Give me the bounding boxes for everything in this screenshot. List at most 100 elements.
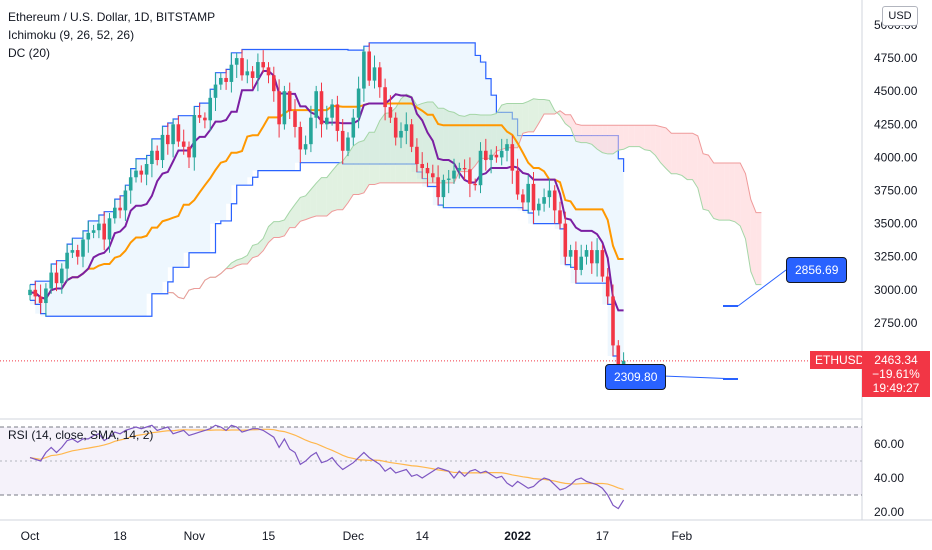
candle-body: [97, 223, 101, 231]
upper-price-callout[interactable]: 2856.69: [786, 257, 848, 283]
ichimoku-legend[interactable]: Ichimoku (9, 26, 52, 26): [8, 28, 135, 42]
ichimoku-cloud-segment: [358, 140, 364, 195]
ichimoku-cloud-segment: [316, 177, 322, 216]
ichimoku-cloud-segment: [406, 94, 412, 183]
ichimoku-cloud-segment: [395, 98, 401, 183]
candle-body: [388, 107, 393, 118]
candle-body: [330, 104, 334, 118]
ichimoku-cloud-segment: [607, 125, 613, 154]
price-tick-label: 4000.00: [874, 150, 918, 164]
candle-body: [510, 144, 515, 171]
candle-body: [420, 164, 424, 168]
candle-body: [383, 87, 387, 108]
candle-body: [240, 58, 244, 76]
ichimoku-cloud-segment: [618, 125, 624, 151]
upper-callout-marker: [723, 305, 738, 307]
ichimoku-cloud-segment: [581, 125, 587, 143]
ichimoku-cloud-segment: [353, 142, 359, 195]
time-tick-label: Oct: [21, 529, 40, 543]
ichimoku-cloud-segment: [655, 125, 661, 163]
time-tick-label: Dec: [343, 529, 364, 543]
currency-button[interactable]: USD: [882, 6, 918, 26]
ichimoku-cloud-segment: [676, 133, 682, 176]
candle-body: [547, 190, 552, 198]
ichimoku-cloud-segment: [438, 108, 444, 183]
ichimoku-cloud-segment: [379, 113, 386, 183]
candle-body: [171, 124, 175, 145]
ichimoku-cloud-segment: [719, 163, 725, 221]
candle-body: [446, 178, 451, 180]
ichimoku-cloud-segment: [459, 115, 465, 172]
candle-body: [605, 276, 610, 297]
candle-body: [123, 190, 128, 211]
rsi-tick-label: 20.00: [874, 505, 904, 519]
candle-body: [314, 91, 318, 118]
candle-body: [499, 150, 504, 158]
ichimoku-cloud-segment: [427, 101, 433, 183]
candle-body: [256, 62, 260, 78]
candle-body: [558, 210, 562, 224]
candle-body: [563, 223, 568, 257]
rsi-legend[interactable]: RSI (14, close, SMA, 14, 2): [8, 428, 154, 442]
candle-body: [197, 115, 202, 118]
candle-body: [309, 117, 313, 145]
candle-body: [452, 170, 456, 179]
candle-body: [616, 345, 621, 370]
ichimoku-cloud-segment: [586, 125, 592, 145]
candle-body: [160, 134, 165, 161]
ichimoku-cloud-segment: [501, 103, 507, 150]
candle-body: [118, 207, 122, 211]
candle-body: [229, 64, 234, 82]
ichimoku-cloud-segment: [300, 195, 306, 222]
candle-body: [526, 183, 530, 203]
ichimoku-cloud-segment: [729, 163, 735, 222]
price-tick-label: 4250.00: [874, 117, 918, 131]
price-tick-label: 3500.00: [874, 217, 918, 231]
candle-body: [49, 272, 53, 289]
ichimoku-cloud-segment: [613, 125, 619, 154]
ichimoku-cloud-segment: [533, 98, 539, 132]
candle-body: [441, 179, 446, 198]
ichimoku-cloud-segment: [570, 114, 576, 142]
senkou-span-a-line: [167, 93, 762, 300]
ichimoku-cloud-segment: [369, 132, 375, 185]
ichimoku-cloud-segment: [507, 103, 513, 148]
candle-body: [298, 126, 303, 150]
chart-title: Ethereum / U.S. Dollar, 1D, BITSTAMP: [8, 10, 216, 24]
ichimoku-cloud-segment: [734, 163, 741, 226]
ichimoku-cloud-segment: [443, 108, 449, 183]
ichimoku-cloud-segment: [385, 112, 391, 183]
time-tick-label: Nov: [184, 529, 205, 543]
candle-body: [287, 91, 292, 112]
ichimoku-cloud-segment: [756, 212, 762, 285]
price-tick-label: 2750.00: [874, 316, 918, 330]
candle-body: [489, 154, 493, 161]
candle-body: [86, 232, 91, 240]
candle-body: [187, 146, 191, 158]
ichimoku-cloud-segment: [326, 170, 333, 216]
candle-body: [367, 51, 371, 81]
candle-body: [277, 91, 281, 125]
time-tick-label: 17: [596, 529, 610, 543]
candle-body: [113, 207, 117, 219]
ichimoku-cloud-segment: [448, 111, 454, 183]
candle-body: [362, 51, 366, 89]
candle-body: [224, 77, 228, 82]
ichimoku-cloud-segment: [348, 145, 354, 203]
ichimoku-cloud-segment: [242, 255, 248, 264]
ichimoku-cloud-segment: [697, 135, 704, 210]
candle-body: [346, 137, 350, 151]
candle-body: [303, 144, 308, 150]
candle-body: [213, 84, 218, 98]
candle-body: [393, 117, 398, 138]
candle-body: [208, 97, 212, 121]
ichimoku-cloud-segment: [342, 154, 348, 210]
candle-body: [462, 167, 467, 170]
candle-body: [584, 250, 589, 257]
lower-price-callout[interactable]: 2309.80: [605, 364, 667, 390]
candle-body: [340, 130, 345, 151]
candle-body: [325, 117, 329, 125]
candle-body: [531, 183, 536, 211]
donchian-legend[interactable]: DC (20): [8, 46, 51, 60]
